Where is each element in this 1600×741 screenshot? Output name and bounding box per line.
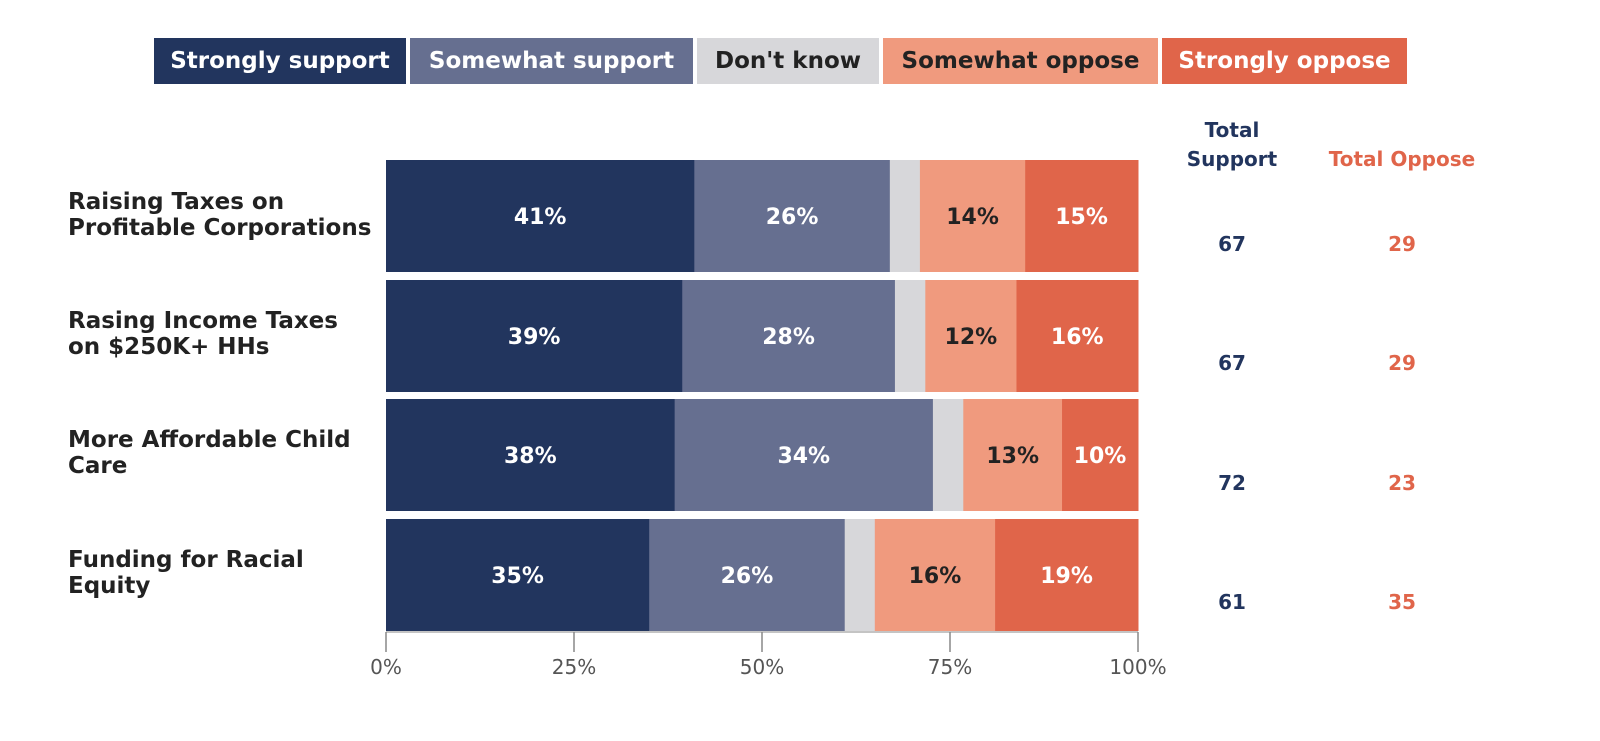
category-label-line: Raising Taxes on [68,189,285,215]
data-label: 19% [1040,564,1093,589]
data-label: 26% [766,205,819,230]
total-oppose-header: Total Oppose [1328,147,1476,171]
x-tick-label: 25% [552,655,596,679]
total-oppose-value: 29 [1388,232,1416,256]
category-label: Raising Taxes on Profitable Corporations [68,189,388,241]
data-label: 10% [1074,444,1127,469]
bar-somewhat-oppose [925,280,1017,392]
total-support-header-line: Support [1186,147,1278,171]
legend-item-somewhat-support: Somewhat support [410,38,693,84]
bar-somewhat-support [694,160,891,272]
data-label: 13% [986,444,1039,469]
total-support-value: 72 [1218,471,1246,495]
bar-strongly-support [386,280,683,392]
bar-somewhat-oppose [919,160,1026,272]
bar-strongly-oppose [995,519,1139,631]
total-support-value: 61 [1218,590,1246,614]
data-label: 12% [945,325,998,350]
x-tick-label: 75% [928,655,972,679]
data-label: 28% [762,325,815,350]
total-oppose-value: 35 [1388,590,1416,614]
category-label: Rasing Income Taxes on $250K+ HHs [68,308,388,360]
legend-item-dont-know: Don't know [697,38,879,84]
category-label: More Affordable Child Care [68,427,388,479]
total-support-value: 67 [1218,232,1246,256]
data-label: 26% [721,564,774,589]
x-tick-label: 50% [740,655,784,679]
bar-somewhat-support [682,280,896,392]
data-label: 15% [1055,205,1108,230]
category-label: Funding for Racial Equity [68,547,388,599]
category-label-line: Care [68,453,128,479]
category-label-line: Funding for Racial [68,547,304,573]
bar-dont-know [932,399,964,511]
total-support-header: Total Support [1170,116,1294,174]
total-oppose-value: 23 [1388,471,1416,495]
bar-somewhat-oppose [963,399,1063,511]
category-label-line: Profitable Corporations [68,215,372,241]
category-label-line: Rasing Income Taxes [68,308,338,334]
category-label-line: Equity [68,573,151,599]
data-label: 39% [508,325,561,350]
bar-somewhat-support [674,399,934,511]
bar-somewhat-oppose [874,519,996,631]
data-label: 14% [946,205,999,230]
bar-dont-know [844,519,876,631]
data-label: 35% [491,564,544,589]
bar-strongly-support [386,399,676,511]
bar-strongly-support [386,519,650,631]
data-label: 16% [909,564,962,589]
total-oppose-value: 29 [1388,351,1416,375]
data-label: 16% [1051,325,1104,350]
bar-dont-know [894,280,926,392]
legend-item-somewhat-oppose: Somewhat oppose [883,38,1158,84]
total-support-header-line: Total [1204,118,1260,142]
bar-dont-know [889,160,921,272]
data-label: 41% [514,205,567,230]
category-label-line: More Affordable Child [68,427,351,453]
x-tick-label: 100% [1109,655,1166,679]
data-label: 38% [504,444,557,469]
legend-item-strongly-support: Strongly support [154,38,406,84]
data-label: 34% [777,444,830,469]
bar-strongly-oppose [1062,399,1139,511]
legend-item-strongly-oppose: Strongly oppose [1162,38,1407,84]
category-label-line: on $250K+ HHs [68,334,270,360]
bar-somewhat-support [649,519,846,631]
bar-strongly-support [386,160,695,272]
x-tick-label: 0% [370,655,402,679]
bar-strongly-oppose [1016,280,1139,392]
total-support-value: 67 [1218,351,1246,375]
bar-strongly-oppose [1025,160,1139,272]
